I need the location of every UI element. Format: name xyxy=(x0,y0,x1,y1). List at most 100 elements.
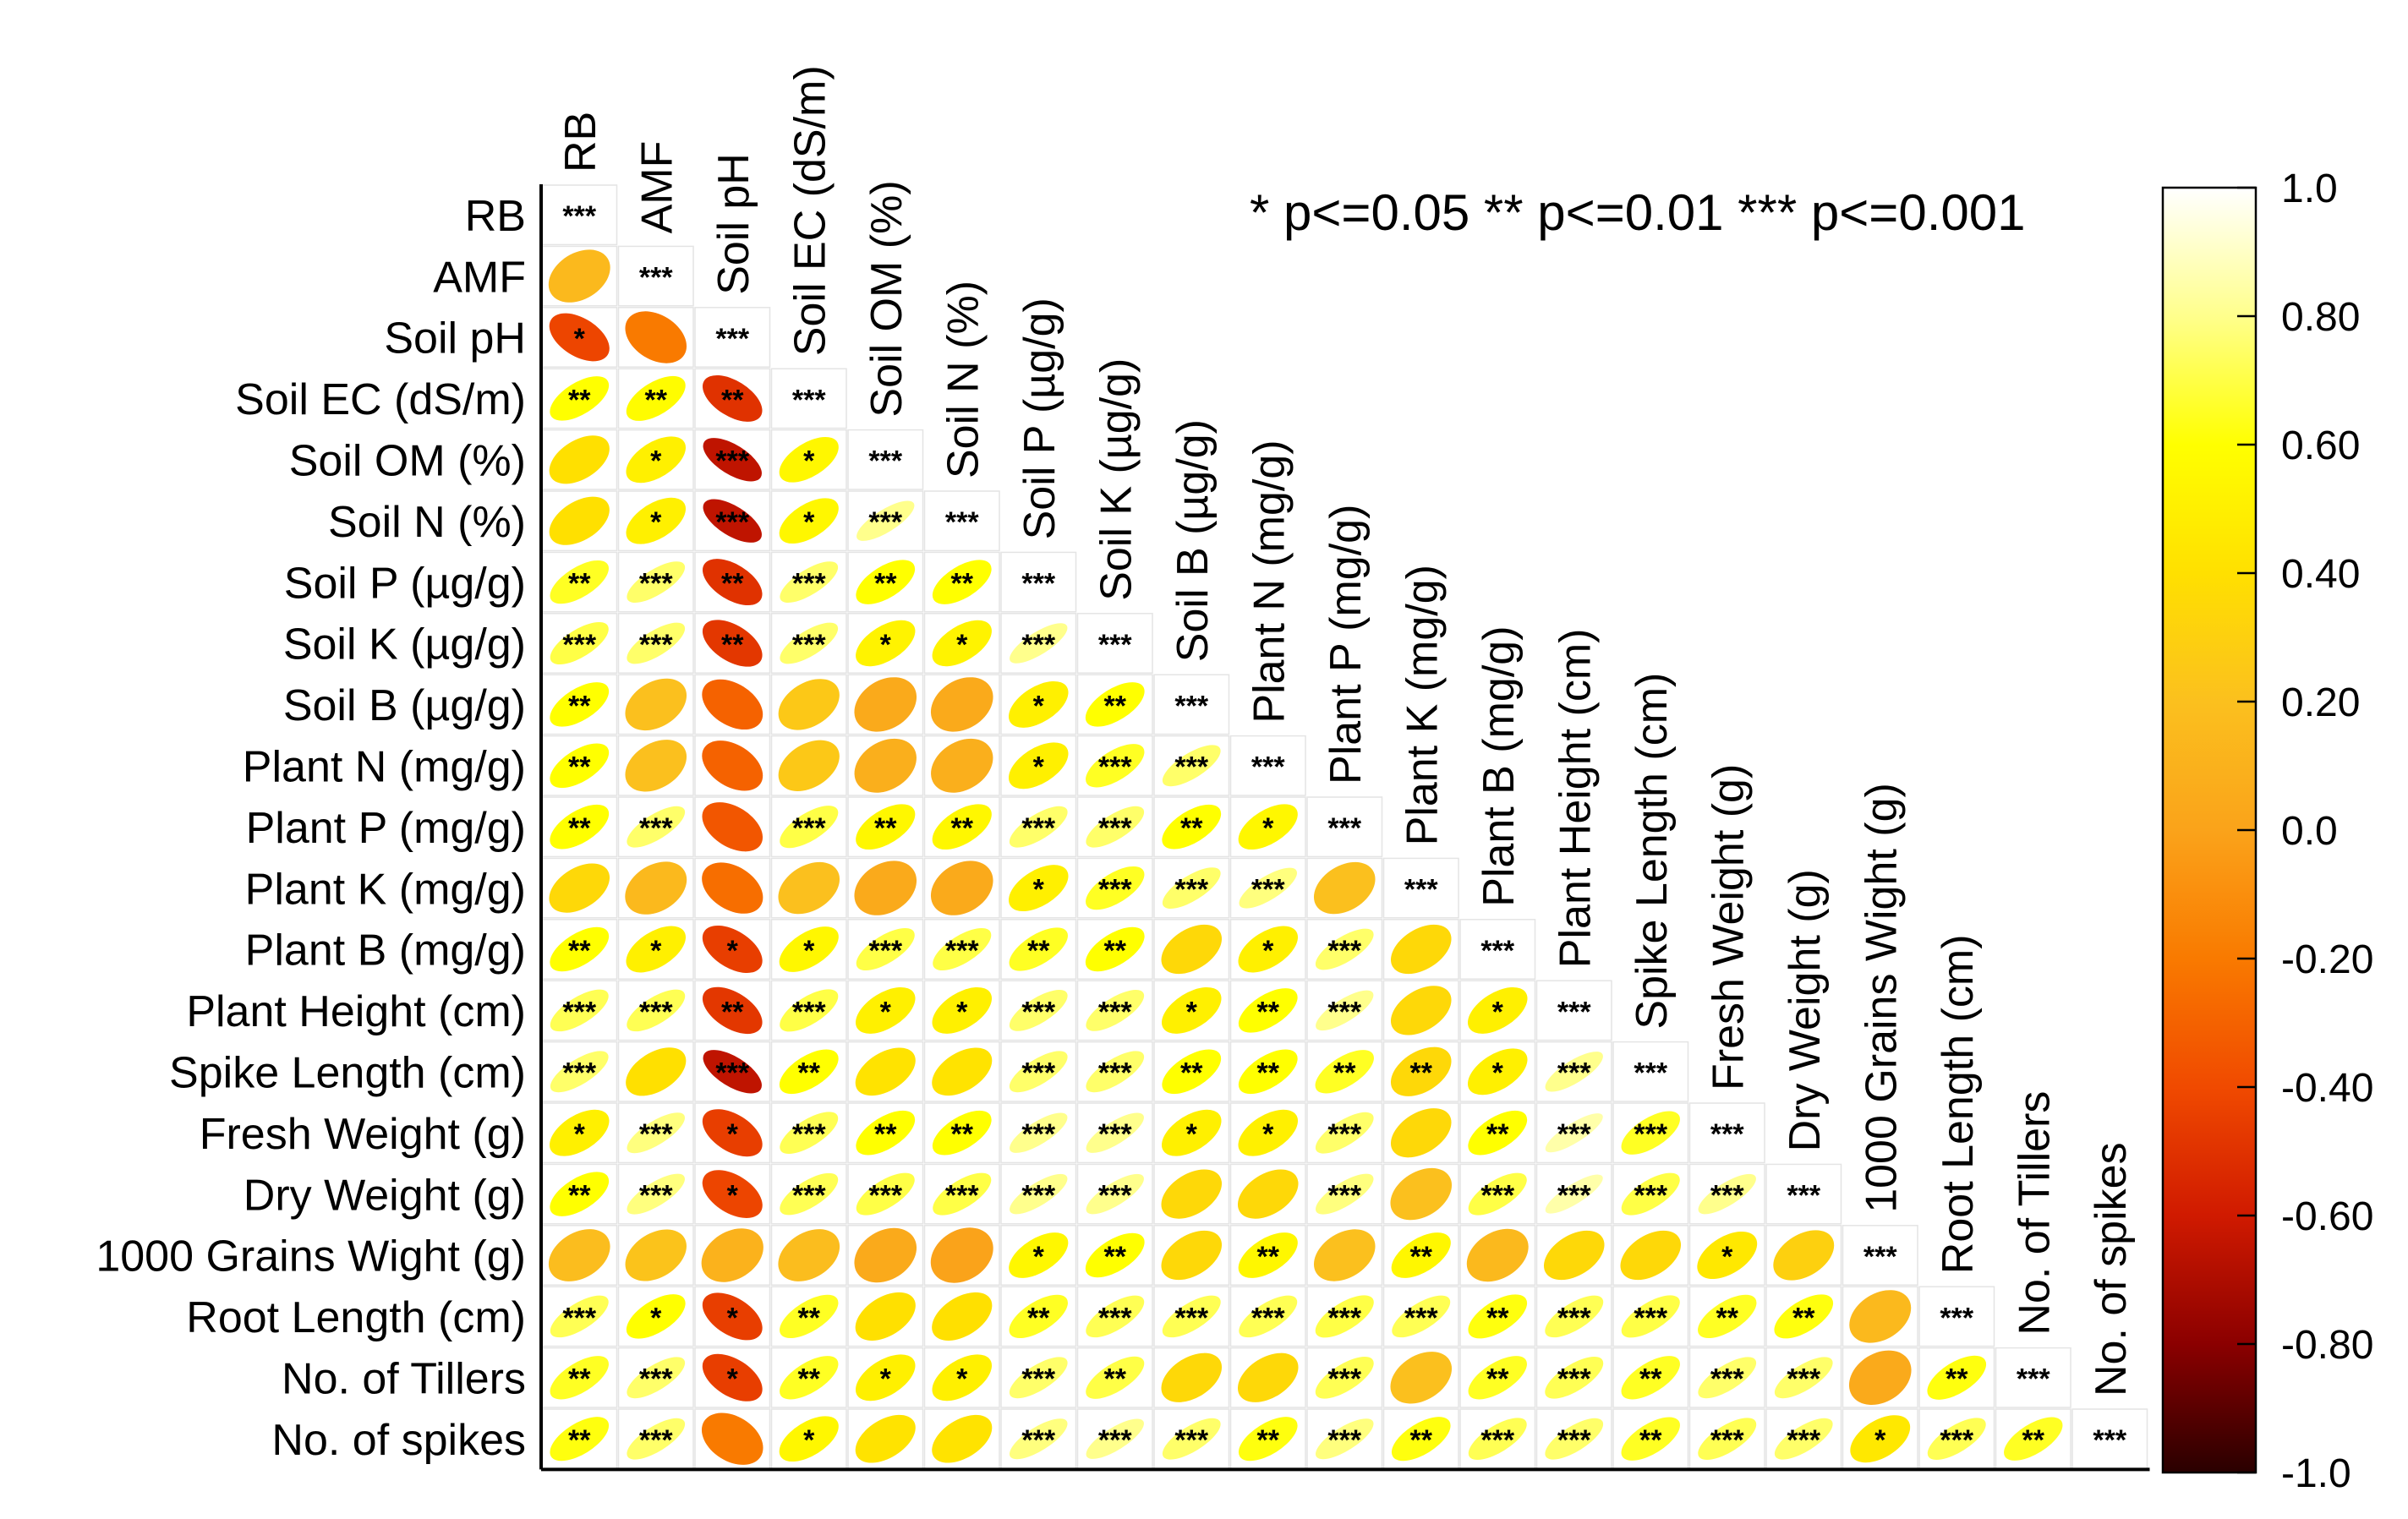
correlation-ellipse xyxy=(932,804,992,850)
significance-stars: * xyxy=(803,506,815,538)
correlation-ellipse xyxy=(703,374,763,422)
cell-16-3: *** xyxy=(770,1163,847,1225)
significance-stars: *** xyxy=(1557,1057,1591,1090)
significance-stars: * xyxy=(956,996,968,1028)
correlation-ellipse xyxy=(703,559,763,606)
correlation-ellipse xyxy=(1086,990,1145,1031)
significance-stars: ** xyxy=(1639,1424,1662,1456)
significance-stars: ** xyxy=(1027,935,1050,967)
cell-19-16: *** xyxy=(1765,1347,1842,1408)
correlation-ellipse xyxy=(2004,1417,2063,1461)
correlation-ellipse xyxy=(549,435,610,484)
cell-10-9: * xyxy=(1229,796,1306,858)
cell-16-11 xyxy=(1382,1163,1459,1225)
significance-stars: *** xyxy=(2093,1424,2126,1456)
cell-20-3: * xyxy=(770,1408,847,1470)
significance-stars: ** xyxy=(1486,1118,1509,1150)
significance-stars: *** xyxy=(639,1363,673,1396)
significance-stars: * xyxy=(650,1302,662,1334)
correlation-ellipse xyxy=(856,1172,915,1216)
correlation-ellipse xyxy=(1161,1169,1223,1219)
colorbar-tick-label: 0.80 xyxy=(2281,295,2360,340)
cell-1-1: *** xyxy=(617,245,694,307)
correlation-ellipse xyxy=(856,620,916,667)
cell-16-12: *** xyxy=(1459,1163,1536,1225)
cell-border xyxy=(770,368,847,429)
correlation-ellipse xyxy=(1086,806,1145,848)
significance-stars: *** xyxy=(792,568,826,600)
cell-19-4: * xyxy=(847,1347,924,1408)
row-label: Plant N (mg/g) xyxy=(243,743,526,792)
cell-4-4: *** xyxy=(847,429,924,490)
cell-19-5: * xyxy=(923,1347,1000,1408)
correlation-ellipse xyxy=(778,861,840,915)
correlation-ellipse xyxy=(627,989,686,1032)
correlation-ellipse xyxy=(1848,1350,1912,1406)
correlation-ellipse xyxy=(702,740,763,791)
significance-stars: *** xyxy=(1940,1424,1973,1456)
correlation-ellipse xyxy=(856,804,916,850)
cell-9-2 xyxy=(694,735,771,796)
cell-16-15: *** xyxy=(1688,1163,1765,1225)
significance-stars: ** xyxy=(1257,1057,1280,1090)
correlation-ellipse xyxy=(627,561,686,603)
significance-stars: *** xyxy=(1021,1118,1055,1150)
correlation-ellipse xyxy=(1773,1230,1835,1281)
significance-stars: *** xyxy=(1557,1302,1591,1334)
cell-12-3: * xyxy=(770,919,847,980)
cell-20-17: * xyxy=(1842,1408,1918,1470)
correlation-ellipse xyxy=(780,989,839,1032)
significance-stars: ** xyxy=(951,568,974,600)
correlation-ellipse xyxy=(1162,1418,1221,1460)
correlation-ellipse xyxy=(778,740,840,791)
correlation-ellipse xyxy=(550,1172,610,1216)
cell-7-3: *** xyxy=(770,613,847,674)
significance-stars: *** xyxy=(868,1180,902,1212)
correlation-ellipse xyxy=(1545,1418,1604,1460)
cell-16-0: ** xyxy=(541,1163,618,1225)
column-label: Spike Length (cm) xyxy=(1628,673,1677,1030)
correlation-ellipse xyxy=(780,622,839,664)
colorbar-tick-label: 0.40 xyxy=(2281,552,2360,597)
correlation-ellipse xyxy=(1315,928,1374,970)
significance-stars: ** xyxy=(951,812,974,844)
significance-stars: * xyxy=(1262,1118,1274,1150)
cell-border xyxy=(847,429,924,490)
cell-14-1 xyxy=(617,1041,694,1102)
correlation-ellipse xyxy=(1698,1294,1757,1339)
significance-stars: *** xyxy=(945,935,979,967)
correlation-ellipse xyxy=(627,1173,686,1215)
cell-13-5: * xyxy=(923,980,1000,1041)
correlation-ellipse xyxy=(779,1049,839,1095)
correlation-ellipse xyxy=(1621,1111,1680,1155)
significance-stars: *** xyxy=(639,262,673,294)
cell-3-2: ** xyxy=(694,368,771,429)
significance-stars: *** xyxy=(562,1302,596,1334)
cell-20-0: ** xyxy=(541,1408,618,1470)
correlation-ellipse xyxy=(933,1172,992,1216)
correlation-ellipse xyxy=(930,861,993,915)
cell-14-3: ** xyxy=(770,1041,847,1102)
significance-stars: *** xyxy=(1098,996,1132,1028)
correlation-ellipse xyxy=(702,620,763,667)
significance-stars: *** xyxy=(1327,812,1361,844)
significance-stars: *** xyxy=(1940,1302,1973,1334)
correlation-ellipse xyxy=(1543,1230,1605,1281)
cell-18-1: * xyxy=(617,1286,694,1347)
cell-15-7: *** xyxy=(1076,1102,1153,1164)
cell-17-0 xyxy=(541,1225,618,1286)
significance-stars: *** xyxy=(1021,568,1055,600)
correlation-ellipse xyxy=(931,738,993,793)
correlation-ellipse xyxy=(550,682,610,727)
cell-18-5 xyxy=(923,1286,1000,1347)
significance-stars: * xyxy=(650,935,662,967)
significance-stars: *** xyxy=(715,445,749,478)
significance-stars: *** xyxy=(715,1057,749,1090)
significance-stars: ** xyxy=(568,751,591,784)
significance-stars: * xyxy=(650,445,662,478)
correlation-ellipse xyxy=(550,560,609,604)
cell-20-2 xyxy=(694,1408,771,1470)
correlation-ellipse xyxy=(1313,1229,1376,1281)
significance-stars: *** xyxy=(1327,1302,1361,1334)
